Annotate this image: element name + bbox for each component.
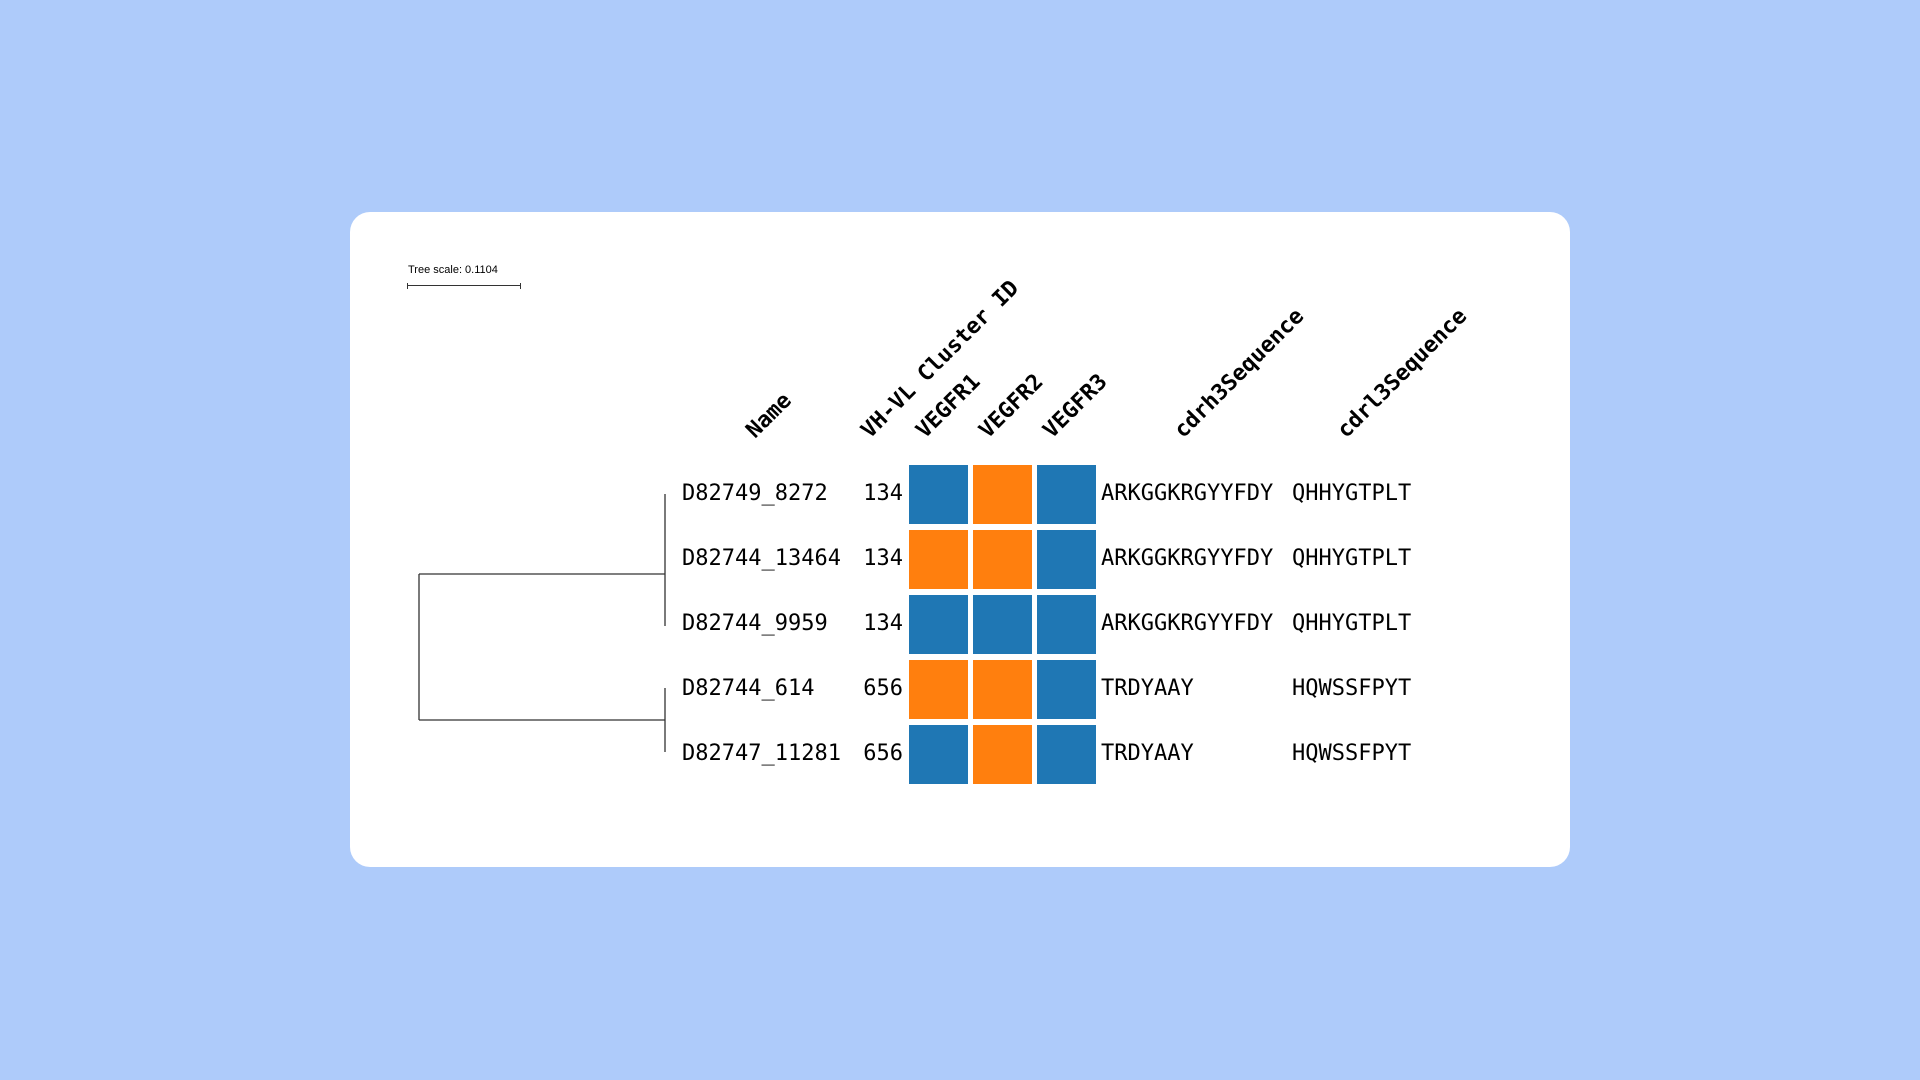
row-cdrh3: ARKGGKRGYYFDY (1101, 611, 1274, 636)
row-cluster-id: 656 (863, 676, 903, 701)
row-vegfr1-tile (909, 465, 968, 524)
row-vegfr3-tile (1037, 465, 1096, 524)
row-vegfr2-tile (973, 725, 1032, 784)
row-cdrh3: TRDYAAY (1101, 741, 1194, 766)
row-cluster-id: 134 (863, 611, 903, 636)
tree-card: Tree scale: 0.1104 Name VH-VL Cluster ID V… (350, 212, 1570, 867)
row-cdrh3: TRDYAAY (1101, 676, 1194, 701)
row-cdrl3: HQWSSFPYT (1292, 741, 1412, 766)
row-cdrl3: QHHYGTPLT (1292, 481, 1412, 506)
row-cdrl3: QHHYGTPLT (1292, 611, 1412, 636)
row-name: D82744_614 (682, 676, 815, 701)
row-name: D82747_11281 (682, 741, 841, 766)
row-name: D82744_13464 (682, 546, 841, 571)
tree-scale-label: Tree scale: 0.1104 (408, 264, 498, 276)
row-vegfr3-tile (1037, 595, 1096, 654)
row-cluster-id: 656 (863, 741, 903, 766)
row-cdrh3: ARKGGKRGYYFDY (1101, 546, 1274, 571)
row-cluster-id: 134 (863, 481, 903, 506)
row-vegfr3-tile (1037, 660, 1096, 719)
phylogenetic-tree (418, 494, 666, 752)
row-vegfr1-tile (909, 660, 968, 719)
row-vegfr2-tile (973, 595, 1032, 654)
row-cluster-id: 134 (863, 546, 903, 571)
tree-scale-bar (407, 283, 521, 289)
row-vegfr1-tile (909, 725, 968, 784)
row-name: D82749_8272 (682, 481, 828, 506)
row-vegfr2-tile (973, 465, 1032, 524)
row-name: D82744_9959 (682, 611, 828, 636)
row-vegfr1-tile (909, 595, 968, 654)
row-vegfr1-tile (909, 530, 968, 589)
row-vegfr3-tile (1037, 725, 1096, 784)
row-cdrl3: HQWSSFPYT (1292, 676, 1412, 701)
row-vegfr2-tile (973, 530, 1032, 589)
row-vegfr3-tile (1037, 530, 1096, 589)
row-cdrh3: ARKGGKRGYYFDY (1101, 481, 1274, 506)
row-vegfr2-tile (973, 660, 1032, 719)
row-cdrl3: QHHYGTPLT (1292, 546, 1412, 571)
